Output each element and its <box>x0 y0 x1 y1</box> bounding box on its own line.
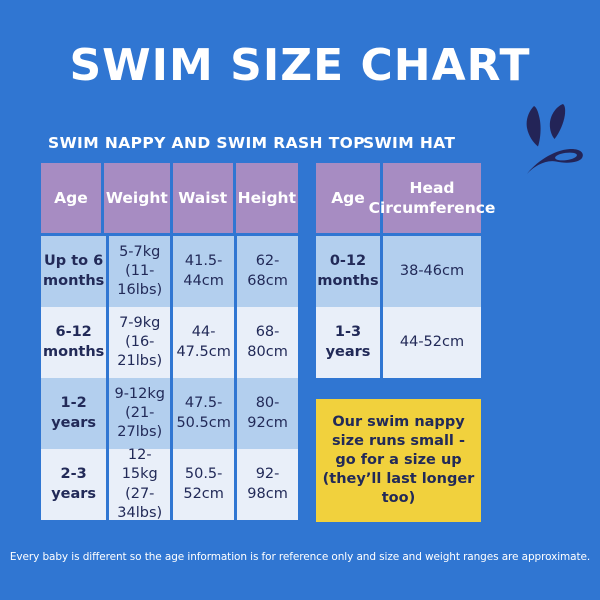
table-cell: 1-2 years <box>41 378 107 449</box>
table-cell: 2-3 years <box>41 449 107 520</box>
table-cell: 1-3 years <box>316 307 380 378</box>
table-cell: 44-52cm <box>383 307 481 378</box>
nappy-table-subtitle: SWIM NAPPY AND SWIM RASH TOP <box>48 134 366 152</box>
header-cell-age: Age <box>316 163 380 233</box>
table-cell: 47.5- 50.5cm <box>173 378 235 449</box>
page-title: SWIM SIZE CHART <box>69 40 531 91</box>
header-cell-weight: Weight <box>103 163 170 233</box>
header-cell-age: Age <box>41 163 101 233</box>
table-cell: 5-7kg (11-16lbs) <box>109 236 171 307</box>
table-cell: 38-46cm <box>383 236 481 307</box>
hat-size-table: Age Head Circumference 0-12 months 38-46… <box>316 163 495 378</box>
hat-table-subtitle: SWIM HAT <box>363 134 456 152</box>
nappy-size-table: Age Weight Waist Height Up to 6 months 5… <box>41 163 298 521</box>
table-cell: 12-15kg (27-34lbs) <box>109 447 171 521</box>
disclaimer-text: Every baby is different so the age infor… <box>9 551 591 563</box>
nappy-table-body: Up to 6 months 5-7kg (11-16lbs) 41.5- 44… <box>41 236 298 521</box>
table-cell: 41.5- 44cm <box>173 236 235 307</box>
table-cell: 6-12 months <box>41 307 107 378</box>
water-splash-icon <box>526 104 583 174</box>
table-cell: 80-92cm <box>237 378 298 449</box>
table-cell: 50.5- 52cm <box>173 449 235 520</box>
table-cell: 44- 47.5cm <box>173 307 235 378</box>
table-cell: 68-80cm <box>237 307 298 378</box>
header-cell-height: Height <box>235 163 298 233</box>
table-cell: Up to 6 months <box>41 236 107 307</box>
header-cell-waist: Waist <box>172 163 233 233</box>
table-cell: 62-68cm <box>237 236 298 307</box>
table-cell: 0-12 months <box>316 236 380 307</box>
table-cell: 9-12kg (21-27lbs) <box>109 378 171 449</box>
table-cell: 92-98cm <box>237 449 298 520</box>
hat-table-header-row: Age Head Circumference <box>316 163 495 233</box>
size-note-callout: Our swim nappy size runs small - go for … <box>316 399 481 522</box>
hat-table-body: 0-12 months 38-46cm 1-3 years 44-52cm <box>316 236 481 378</box>
table-cell: 7-9kg (16-21lbs) <box>109 307 171 378</box>
header-cell-head-circumference: Head Circumference <box>369 163 495 233</box>
nappy-table-header-row: Age Weight Waist Height <box>41 163 298 233</box>
